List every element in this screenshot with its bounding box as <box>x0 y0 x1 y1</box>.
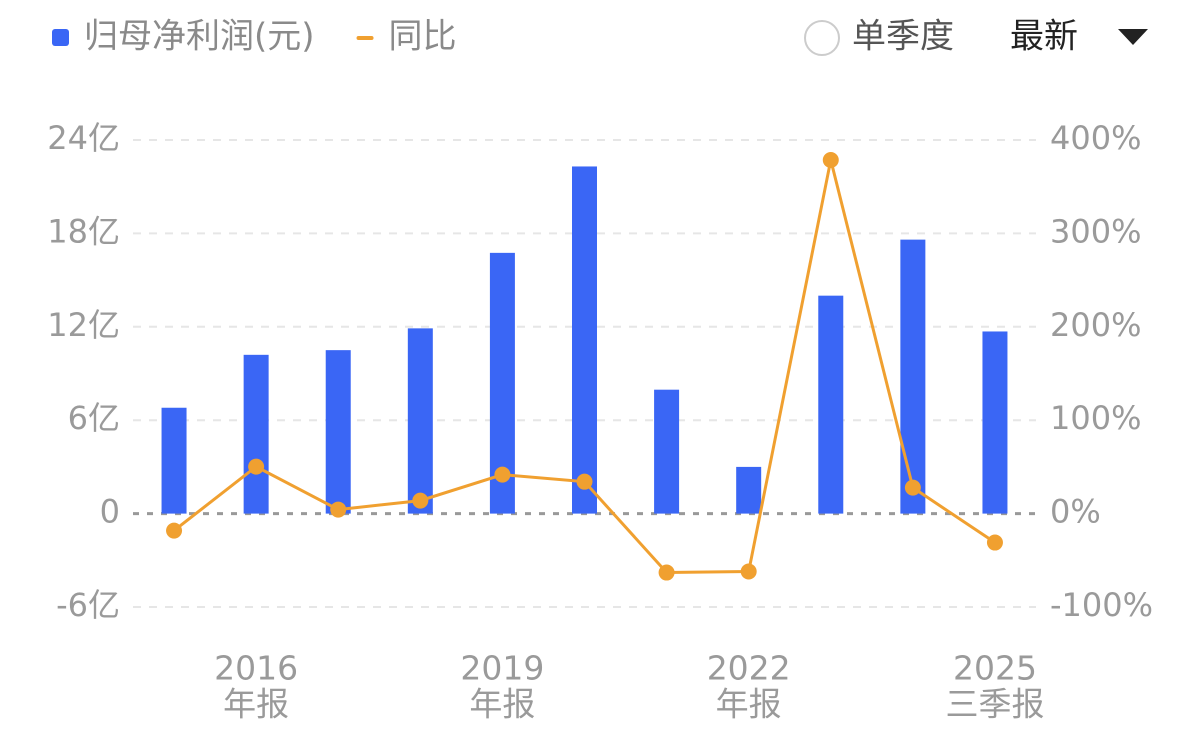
legend-label: 同比 <box>389 17 457 57</box>
legend-swatch <box>52 29 69 46</box>
x-tick-label: 三季报 <box>945 685 1044 724</box>
line-point <box>986 534 1003 551</box>
line-point <box>822 151 839 168</box>
x-tick-label: 2022 <box>707 649 791 688</box>
line-point <box>904 479 921 496</box>
y-tick-label: 6亿 <box>68 399 120 437</box>
bar <box>161 407 187 514</box>
y-tick-label: 24亿 <box>47 119 120 157</box>
line-point <box>248 458 265 475</box>
y-tick-label: 18亿 <box>47 212 120 250</box>
y-tick-label: 12亿 <box>47 306 120 344</box>
line-point <box>494 466 511 483</box>
y2-tick-label: 300% <box>1050 212 1141 250</box>
x-tick-label: 2019 <box>460 649 544 688</box>
bar <box>900 239 926 514</box>
x-tick-label: 年报 <box>223 685 289 724</box>
y2-tick-label: 400% <box>1050 119 1141 157</box>
line-point <box>166 522 183 539</box>
x-tick-label: 年报 <box>716 685 782 724</box>
legend: 归母净利润(元) 同比 <box>52 17 457 57</box>
bar <box>243 354 269 514</box>
line-point <box>330 501 347 518</box>
bar <box>572 166 597 514</box>
bar <box>818 295 844 514</box>
x-tick-label: 年报 <box>469 685 535 724</box>
x-tick-label: 2016 <box>214 649 298 688</box>
y-tick-label: 0 <box>100 493 120 531</box>
bar <box>325 350 351 514</box>
y-tick-label: -6亿 <box>56 586 120 624</box>
toggle-label[interactable]: 单季度 <box>852 17 954 57</box>
period-select[interactable]: 最新 <box>1010 17 1078 57</box>
bar <box>982 331 1008 514</box>
line-point <box>576 473 593 490</box>
line-point <box>412 492 429 509</box>
y2-tick-label: 0% <box>1050 493 1101 531</box>
line-point <box>658 564 675 581</box>
bar <box>654 389 680 514</box>
legend-label: 归母净利润(元) <box>84 17 315 57</box>
bar <box>407 328 433 514</box>
x-tick-label: 2025 <box>953 649 1037 688</box>
y2-tick-label: 200% <box>1050 306 1141 344</box>
legend-swatch <box>356 36 374 40</box>
bar <box>736 466 762 514</box>
toggle-radio[interactable] <box>804 20 840 56</box>
dropdown-arrow[interactable] <box>1118 29 1148 45</box>
line-point <box>740 563 757 580</box>
y2-tick-label: -100% <box>1050 586 1153 624</box>
y2-tick-label: 100% <box>1050 399 1141 437</box>
